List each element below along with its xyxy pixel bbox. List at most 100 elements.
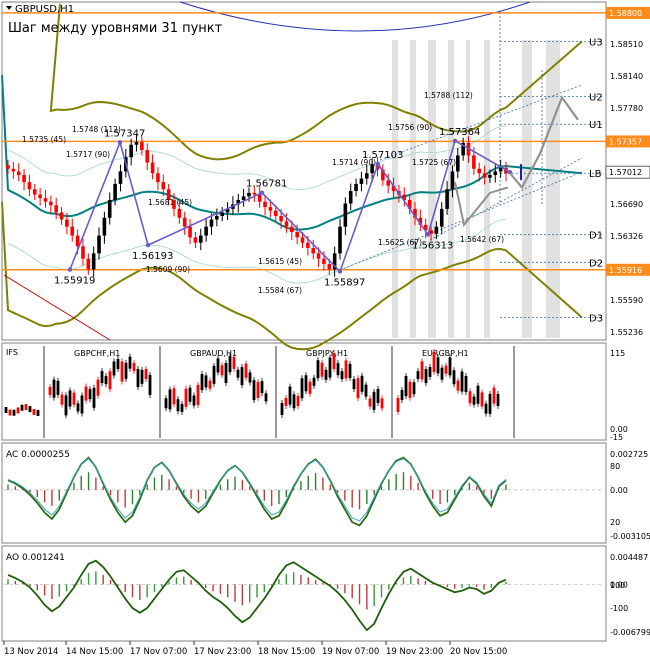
price-tick-10: 1.55236 [610,328,643,337]
ifs-candle-0-2 [56,380,60,395]
ifs-candle-0-3 [60,394,64,405]
gray-zone-5 [484,40,490,338]
orange-price-label-2: 1.55916 [609,266,642,275]
annotation-1: 1.5748 (112) [72,125,121,134]
ifs-candle-3-10 [436,357,440,374]
ac-label: AC 0.0000255 [6,450,70,460]
window-title-group[interactable]: GBPUSD,H1 [6,4,74,15]
ifs-candle-0-15 [108,371,112,390]
ifs-candle-2-25 [380,398,384,409]
annotation-6: 1.5584 (67) [258,286,302,295]
level-label-D3: D3 [589,314,603,325]
candle-body-63 [343,203,348,227]
ifs-symbol-2: GBPJPY,H1 [306,349,348,358]
ifs-candle-3-9 [432,351,436,372]
ifs-candle-3-6 [420,361,424,380]
annotation-3: 1.5681 (45) [148,198,192,207]
candle-body-34 [188,226,192,238]
ifs-candle-0-12 [96,379,100,396]
orange-price-box-2 [606,263,650,276]
candle-body-64 [348,191,353,204]
ifs-candle-0-10 [88,389,92,400]
candle-body-12 [70,226,75,236]
teal-moving-average [1,75,583,231]
zigzag-pivot-5 [375,161,381,167]
ao-tick-2: 0.00 [610,580,628,589]
candle-body-68 [370,164,374,174]
ifs-candle-3-14 [452,370,456,385]
ifs-candle-2-8 [312,377,316,386]
price-tick-1: 1.58510 [610,40,643,49]
ifs-lead-candle-4 [20,404,24,411]
x-tick-label-2: 17 Nov 07:00 [130,647,187,657]
ifs-candle-3-4 [412,382,416,395]
candle-body-59 [322,258,326,265]
ifs-candle-3-24 [492,387,496,404]
ifs-candle-0-16 [112,361,116,376]
olive-lower-band [1,201,583,351]
ifs-candle-3-11 [440,367,444,380]
ifs-candle-0-11 [92,387,96,408]
candle-body-0 [6,165,10,169]
ifs-candle-0-7 [76,403,80,412]
level-label-D2: D2 [589,258,603,269]
candle-body-71 [386,180,390,186]
ifs-panel [1,342,607,441]
candle-body-39 [215,215,219,220]
zigzag-pivot-0 [67,267,73,272]
candle-body-26 [145,150,150,163]
ifs-candle-0-25 [148,374,152,395]
ifs-lead-candle-2 [12,409,16,416]
ifs-candle-0-18 [120,361,124,382]
pivot-label-0: 1.55919 [54,276,95,287]
ifs-candle-3-5 [416,371,420,380]
chevron-down-icon[interactable] [6,6,12,10]
candle-body-8 [49,201,53,206]
ifs-candle-2-23 [372,391,376,410]
annotation-10: 1.5725 (67) [412,158,456,167]
candle-body-57 [311,248,316,254]
candle-body-82 [445,189,449,209]
annotation-4: 1.5609 (90) [146,265,190,274]
pivot-label-1: 1.57347 [104,128,145,139]
chart-subtitle: Шаг между уровнями 31 пункт [8,21,223,36]
candle-body-84 [456,155,460,172]
ifs-candle-1-23 [256,381,260,398]
candle-body-25 [140,142,144,151]
red-lower-line [3,274,111,341]
annotations: 1.5735 (45) 1.5748 (112) 1.5717 (90) 1.5681… [22,91,504,295]
ifs-candle-3-15 [456,380,460,391]
candle-body-91 [493,171,498,176]
candle-body-92 [498,167,503,172]
pivot-label-3: 1.56781 [246,179,287,190]
ifs-lead-candle-8 [36,409,40,416]
candle-body-85 [461,142,465,156]
candle-body-33 [182,217,187,227]
channel-lower [339,171,583,271]
pivot-label-2: 1.56193 [132,251,173,262]
candle-body-70 [381,169,385,181]
candle-body-45 [247,192,251,197]
ao-line [7,559,507,632]
pivot-label-7: 1.57364 [439,127,480,138]
ifs-candle-1-22 [252,380,256,401]
ifs-candle-2-3 [292,394,296,409]
candle-body-77 [418,217,423,225]
candle-body-28 [156,173,160,183]
zigzag-pivot-3 [259,190,265,195]
ifs-candle-1-17 [232,356,236,369]
candle-body-90 [488,175,492,178]
candles [6,134,522,277]
ifs-tick-2: -15 [610,433,623,442]
ifs-candle-1-16 [228,356,232,373]
ifs-candle-3-22 [484,403,488,414]
candle-body-2 [16,171,21,176]
ao-tick-1: 100 [610,581,625,590]
candle-body-13 [75,235,80,247]
candle-body-55 [300,237,305,243]
ifs-candle-3-1 [400,389,404,400]
candle-body-72 [391,185,396,192]
